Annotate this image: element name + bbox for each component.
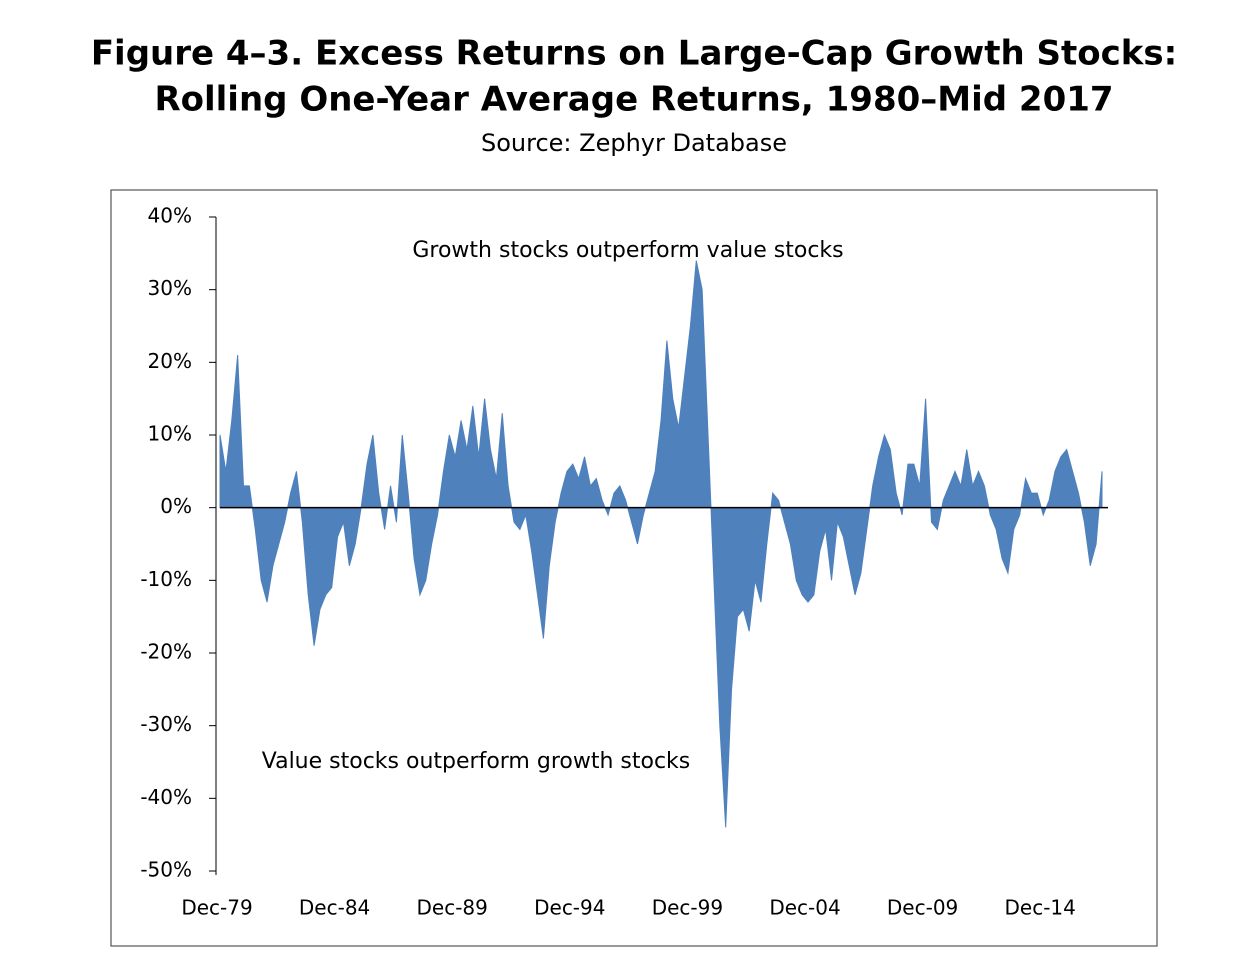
y-tick-label: -40%: [140, 785, 192, 809]
x-tick-label: Dec-89: [417, 896, 488, 920]
x-tick-label: Dec-79: [181, 896, 252, 920]
x-tick-label: Dec-94: [534, 896, 605, 920]
y-tick-label: -20%: [140, 640, 192, 664]
y-tick-label: -10%: [140, 567, 192, 591]
annotation: Value stocks outperform growth stocks: [262, 749, 691, 774]
x-tick-label: Dec-04: [769, 896, 840, 920]
y-tick-label: 30%: [148, 276, 192, 300]
plot-frame: [110, 189, 1158, 947]
y-tick-label: 20%: [148, 349, 192, 373]
annotation: Growth stocks outperform value stocks: [412, 238, 843, 263]
x-tick-label: Dec-84: [299, 896, 370, 920]
chart-title: Rolling One-Year Average Returns, 1980–M…: [154, 80, 1113, 120]
y-tick-label: -50%: [140, 858, 192, 882]
x-tick-label: Dec-09: [887, 896, 958, 920]
x-tick-label: Dec-14: [1005, 896, 1076, 920]
y-tick-label: 40%: [148, 204, 192, 228]
y-tick-label: 0%: [160, 494, 192, 518]
chart-title: Figure 4–3. Excess Returns on Large-Cap …: [91, 34, 1177, 74]
area: [219, 260, 1103, 828]
chart-subtitle: Source: Zephyr Database: [481, 129, 787, 157]
x-tick-label: Dec-99: [652, 896, 723, 920]
y-tick-label: 10%: [148, 422, 192, 446]
y-tick-label: -30%: [140, 712, 192, 736]
